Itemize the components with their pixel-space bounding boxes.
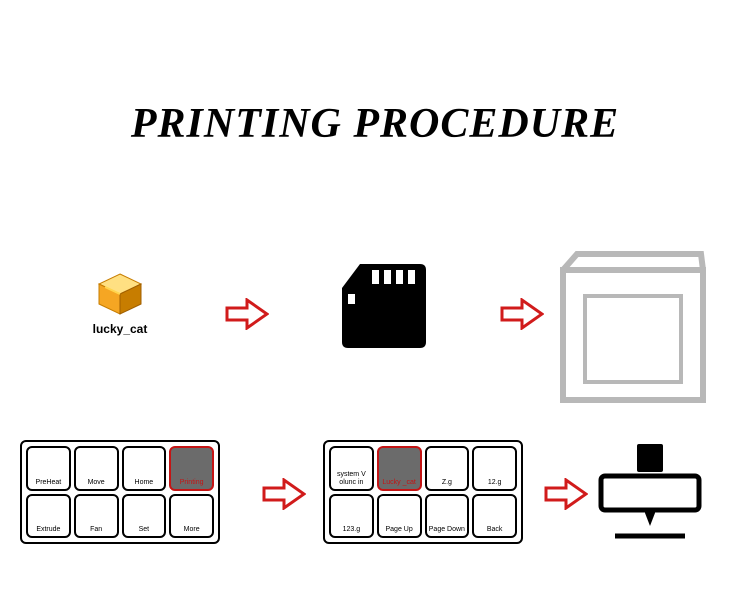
file-icon-box: lucky_cat bbox=[80, 272, 160, 336]
arrow-icon bbox=[500, 298, 544, 330]
btn-back[interactable]: Back bbox=[472, 494, 517, 539]
cube-file-icon bbox=[95, 272, 145, 316]
btn-file-12g[interactable]: 12.g bbox=[472, 446, 517, 491]
arrow-icon bbox=[544, 478, 588, 510]
arrow-icon bbox=[225, 298, 269, 330]
control-panel-files: system V olunc in Lucky _cat Z.g 12.g 12… bbox=[323, 440, 523, 544]
btn-page-up[interactable]: Page Up bbox=[377, 494, 422, 539]
btn-file-123g[interactable]: 123.g bbox=[329, 494, 374, 539]
btn-file-luckycat[interactable]: Lucky _cat bbox=[377, 446, 422, 491]
btn-file-zg[interactable]: Z.g bbox=[425, 446, 470, 491]
btn-set[interactable]: Set bbox=[122, 494, 167, 539]
btn-home[interactable]: Home bbox=[122, 446, 167, 491]
btn-more[interactable]: More bbox=[169, 494, 214, 539]
btn-file-system[interactable]: system V olunc in bbox=[329, 446, 374, 491]
arrow-icon bbox=[262, 478, 306, 510]
btn-extrude[interactable]: Extrude bbox=[26, 494, 71, 539]
printer-enclosure-icon bbox=[553, 246, 713, 406]
btn-printing[interactable]: Printing bbox=[169, 446, 214, 491]
btn-fan[interactable]: Fan bbox=[74, 494, 119, 539]
print-head-icon bbox=[595, 438, 705, 548]
sd-card-icon bbox=[336, 258, 432, 354]
btn-preheat[interactable]: PreHeat bbox=[26, 446, 71, 491]
control-panel-main: PreHeat Move Home Printing Extrude Fan S… bbox=[20, 440, 220, 544]
btn-page-down[interactable]: Page Down bbox=[425, 494, 470, 539]
file-label: lucky_cat bbox=[80, 322, 160, 336]
btn-move[interactable]: Move bbox=[74, 446, 119, 491]
page-title: PRINTING PROCEDURE bbox=[0, 100, 750, 148]
